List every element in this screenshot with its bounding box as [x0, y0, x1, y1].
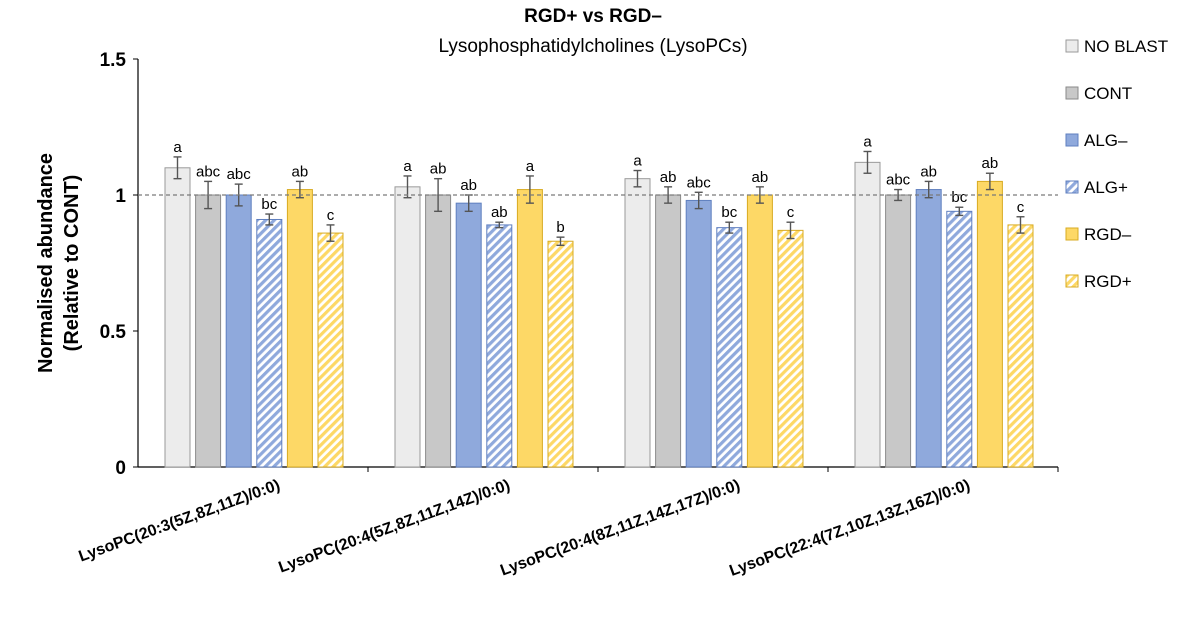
bar-rgd--2: [516, 189, 543, 468]
bar-cont-4: [885, 194, 912, 468]
bar-no-blast-4: [854, 161, 881, 468]
legend-swatch: [1065, 274, 1079, 288]
significance-label: ab: [660, 169, 677, 186]
significance-label: bc: [261, 196, 277, 213]
legend-swatch: [1065, 227, 1079, 241]
significance-label: ab: [460, 177, 477, 194]
x-tick-label: LysoPC(20:4(5Z,8Z,11Z,14Z)/0:0): [276, 477, 512, 577]
x-tick-label: LysoPC(22:4(7Z,10Z,13Z,16Z)/0:0): [727, 477, 972, 580]
bar-alg--4: [946, 210, 973, 468]
legend-swatch: [1065, 39, 1079, 53]
legend-label: NO BLAST: [1084, 37, 1168, 56]
significance-label: ab: [920, 163, 937, 180]
x-tick-label: LysoPC(20:4(8Z,11Z,14Z,17Z)/0:0): [498, 477, 742, 580]
bar-rgd--3: [746, 194, 773, 468]
bar-rgd--4: [1007, 224, 1034, 468]
legend-label: ALG–: [1084, 131, 1128, 150]
significance-label: abc: [886, 172, 911, 189]
legend-label: RGD+: [1084, 272, 1132, 291]
significance-label: bc: [721, 204, 737, 221]
significance-label: b: [556, 219, 564, 236]
significance-label: a: [173, 139, 182, 156]
significance-label: a: [526, 158, 535, 175]
legend-swatch: [1065, 180, 1079, 194]
bar-rgd--2: [547, 240, 574, 468]
significance-label: c: [327, 207, 335, 224]
bar-alg--2: [455, 202, 482, 468]
bar-cont-2: [425, 194, 452, 468]
bar-no-blast-3: [624, 178, 651, 468]
significance-label: abc: [687, 174, 712, 191]
significance-label: ab: [982, 155, 999, 172]
legend-swatch: [1065, 133, 1079, 147]
significance-label: ab: [491, 204, 508, 221]
bar-alg--4: [915, 189, 942, 468]
significance-label: ab: [292, 163, 309, 180]
bar-cont-1: [195, 194, 222, 468]
significance-label: a: [403, 158, 412, 175]
significance-label: a: [863, 133, 872, 150]
y-tick-label: 1: [115, 186, 126, 207]
legend-label: RGD–: [1084, 225, 1132, 244]
significance-label: abc: [227, 166, 252, 183]
y-axis-label-line2: (Relative to CONT): [61, 175, 83, 352]
bar-alg--1: [256, 218, 283, 468]
x-tick-label: LysoPC(20:3(5Z,8Z,11Z)/0:0): [77, 477, 283, 566]
bar-cont-3: [655, 194, 682, 468]
legend-label: ALG+: [1084, 178, 1128, 197]
bar-alg--3: [685, 199, 712, 468]
bar-no-blast-2: [394, 186, 421, 468]
y-tick-label: 1.5: [100, 50, 127, 71]
bar-no-blast-1: [164, 167, 191, 468]
bar-alg--3: [716, 227, 743, 468]
y-tick-label: 0: [115, 458, 126, 479]
chart-subtitle: Lysophosphatidylcholines (LysoPCs): [438, 36, 747, 57]
y-tick-label: 0.5: [100, 322, 127, 343]
significance-label: ab: [430, 161, 447, 178]
significance-label: abc: [196, 163, 221, 180]
legend-swatch: [1065, 86, 1079, 100]
bar-rgd--4: [976, 180, 1003, 468]
legend-label: CONT: [1084, 84, 1132, 103]
bar-rgd--3: [777, 229, 804, 468]
significance-label: c: [787, 204, 795, 221]
significance-label: ab: [752, 169, 769, 186]
bar-alg--1: [225, 194, 252, 468]
y-axis-label-line1: Normalised abundance: [35, 153, 57, 373]
significance-label: a: [633, 153, 642, 170]
bar-rgd--1: [286, 189, 313, 468]
legend: NO BLAST CONT ALG– ALG+ RGD– RGD+: [1065, 37, 1168, 291]
bar-alg--2: [486, 224, 513, 468]
significance-label: c: [1017, 199, 1025, 216]
significance-label: bc: [951, 189, 967, 206]
bar-rgd--1: [317, 232, 344, 468]
chart-title: RGD+ vs RGD–: [524, 6, 662, 27]
